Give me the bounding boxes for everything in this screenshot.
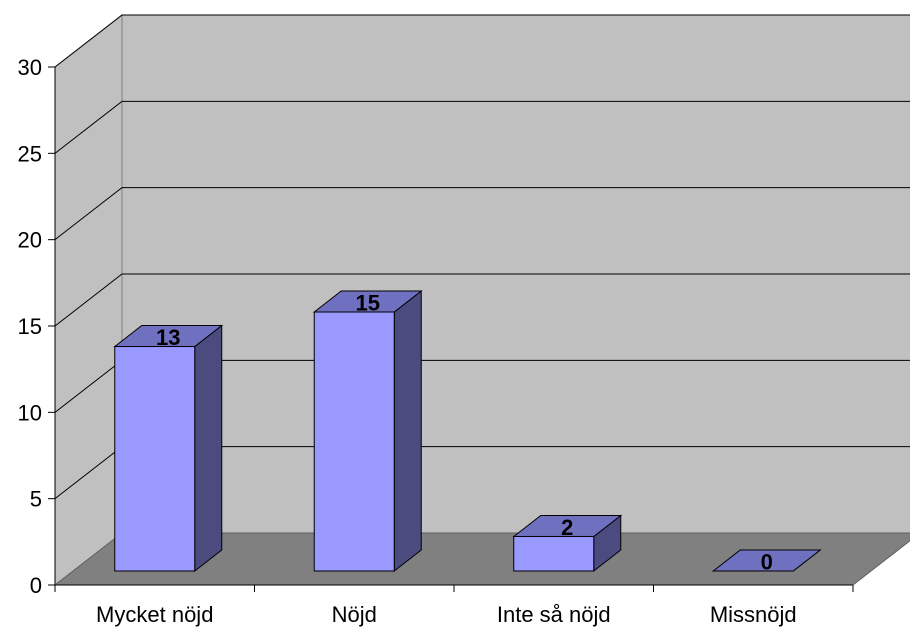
bar-0 [113,324,224,573]
data-label: 2 [561,515,573,540]
bar-front [313,311,395,572]
gridline-30 [54,14,910,68]
y-tick-label: 20 [18,228,42,253]
bar-side [194,324,223,573]
y-tick-labels: 0 5 10 15 20 25 30 [18,55,42,598]
x-category-label: Nöjd [332,602,377,627]
gridline-20 [54,187,910,241]
y-tick-label: 15 [18,314,42,339]
x-category-label: Mycket nöjd [96,602,213,627]
y-tick-label: 30 [18,55,42,80]
bar-side [393,289,422,573]
y-tick-label: 10 [18,400,42,425]
x-category-label: Missnöjd [710,602,797,627]
gridline-25 [54,100,910,154]
bar-1 [312,289,423,573]
gridlines [54,14,910,500]
x-category-labels: Mycket nöjd Nöjd Inte så nöjd Missnöjd [96,602,797,627]
x-category-label: Inte så nöjd [497,602,611,627]
gridline-15 [54,273,910,327]
data-label: 0 [761,550,773,575]
data-label: 13 [156,325,180,350]
bar-top [711,549,822,572]
data-labels: 13 15 2 0 [156,291,773,575]
y-tick-label: 5 [30,487,42,512]
axes [48,66,854,592]
bars [113,289,822,573]
bar-3 [711,549,822,572]
y-tick-label: 0 [30,573,42,598]
bar-front [114,346,196,572]
y-tick-label: 25 [18,141,42,166]
data-label: 15 [356,291,380,316]
bar-front [513,535,595,572]
bar-2 [512,514,623,573]
